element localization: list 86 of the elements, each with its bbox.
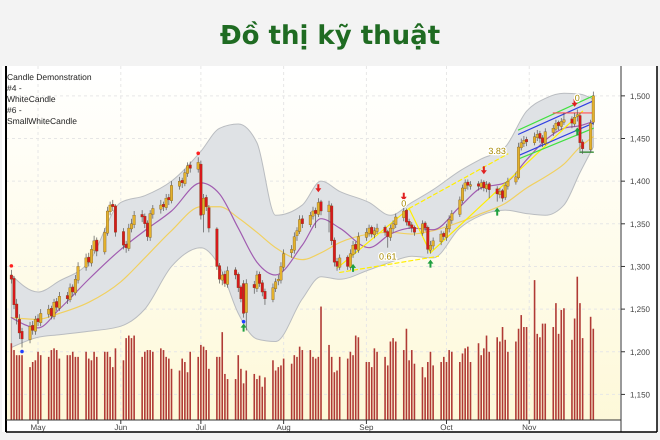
candlestick [170,180,173,204]
candlestick [466,179,470,190]
candlestick [485,180,488,193]
y-tick-label: 1,150 [630,390,651,400]
x-tick-label: Nov [522,423,536,432]
chart-title: Đồ thị kỹ thuật [220,21,440,51]
candlestick [364,228,368,242]
candlestick [538,130,542,144]
candlestick [356,232,360,254]
x-tick-label: Sep [359,423,374,432]
annotation: 0 [401,198,406,209]
candlestick [87,252,90,267]
candlestick [412,225,416,236]
candlestick [370,225,374,238]
candlestick [68,283,72,303]
annotation: WhiteCandle [7,94,56,104]
candlestick [132,210,136,228]
candlestick [410,222,414,233]
candlestick [426,225,430,254]
y-tick-label: 1,450 [630,134,651,144]
x-tick-label: Jun [114,423,128,432]
candlestick [404,208,408,226]
candlestick [482,180,486,192]
candlestick [164,194,168,211]
candlestick [440,230,443,246]
candlestick [50,305,53,320]
candlestick [376,223,379,234]
y-tick-label: 1,350 [630,220,651,229]
candlestick [95,237,98,257]
y-tick-label: 1,200 [630,348,651,357]
annotation: 3.83 [488,146,506,156]
candlestick [498,188,502,199]
candlestick [570,116,574,129]
candlestick [488,182,491,199]
y-tick-label: 1,500 [630,92,651,101]
candlestick [28,322,32,344]
candlestick [320,200,322,216]
candlestick [536,130,539,142]
candlestick [58,292,61,312]
y-tick-label: 1,250 [630,305,651,314]
annotation: 0.61 [378,252,397,262]
candlestick [394,213,398,228]
line-series [336,110,584,269]
x-tick-label: May [30,423,46,432]
candlestick [178,176,181,190]
candlestick [522,136,526,148]
candlestick [469,180,472,190]
candlestick [432,237,435,250]
y-tick-label: 1,300 [630,262,651,272]
annotation: 0 [574,92,580,103]
candlestick [346,255,350,270]
annotation: Candle Demonstration [7,72,92,82]
annotation: #4 - [7,83,22,93]
candlestick [47,304,50,318]
candlestick [402,206,406,222]
candlestick [372,226,376,239]
candlestick [557,120,560,130]
candlestick [368,224,371,237]
y-tick-label: 1,400 [630,177,651,186]
candlestick [504,182,507,200]
candlestick [162,201,165,212]
candlestick [338,254,342,270]
annotation: SmallWhiteCandle [7,116,78,126]
candlestick [477,180,480,191]
candlestick [544,128,547,146]
candlestick [159,200,162,214]
candlestick [496,186,499,202]
candlestick [573,112,576,127]
candlestick [84,253,88,272]
candlestick [52,298,56,320]
candlestick [34,316,37,336]
x-tick-label: Jul [196,423,206,432]
candlestick [226,266,230,288]
candlestick [554,119,558,132]
candlestick [421,220,424,236]
candlestick [533,132,536,146]
candlestick [188,161,192,173]
candlestick [39,308,42,327]
candlestick [386,229,390,248]
annotation: #6 - [7,105,22,115]
candlestick [525,136,528,147]
candlestick [480,179,483,190]
candlestick [122,228,125,250]
x-tick-label: Aug [276,423,291,432]
candlestick [255,270,258,292]
x-tick-label: Oct [440,423,454,432]
